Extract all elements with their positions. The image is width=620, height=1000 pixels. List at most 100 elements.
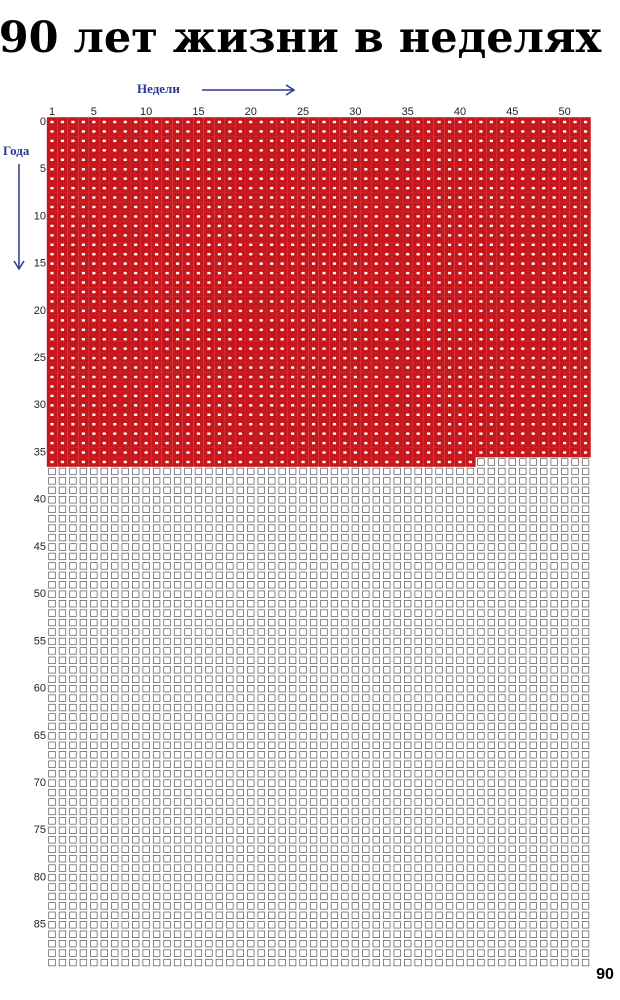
week-cell-lived	[57, 419, 68, 430]
week-cell	[414, 543, 422, 551]
week-cell-lived	[67, 117, 79, 127]
week-cell	[257, 552, 265, 561]
week-cell-lived	[339, 296, 351, 307]
week-cell	[529, 505, 537, 513]
week-cell	[571, 722, 579, 731]
week-cell-lived	[287, 372, 298, 382]
week-cell	[278, 751, 286, 759]
week-cell-lived	[172, 239, 183, 250]
week-cell-lived	[318, 438, 330, 448]
week-cell-lived	[224, 343, 236, 354]
week-cell-lived	[444, 447, 455, 458]
week-cell-lived	[350, 353, 361, 363]
week-cell	[414, 637, 422, 646]
week-cell	[351, 855, 360, 863]
week-cell	[550, 571, 558, 579]
week-cell	[351, 864, 360, 872]
week-cell-lived	[538, 239, 549, 250]
week-cell-lived	[140, 249, 152, 260]
week-cell-lived	[423, 391, 434, 401]
week-cell-lived	[308, 211, 319, 222]
week-cell-lived	[214, 287, 225, 297]
week-cell-lived	[350, 296, 361, 307]
week-cell-lived	[67, 211, 79, 222]
week-cell	[236, 590, 244, 598]
week-cell	[173, 618, 182, 627]
week-cell	[351, 505, 360, 513]
week-cell	[48, 600, 56, 608]
week-cell	[132, 533, 140, 542]
week-cell	[320, 562, 328, 570]
week-cell	[445, 581, 454, 589]
week-cell-lived	[528, 428, 539, 439]
week-cell-lived	[57, 211, 68, 222]
week-cell-lived	[381, 202, 392, 212]
week-cell	[404, 703, 412, 712]
week-cell-lived	[308, 126, 319, 137]
week-cell	[288, 496, 297, 504]
week-cell	[487, 618, 496, 627]
week-cell-lived	[318, 126, 330, 137]
week-cell-lived	[99, 164, 110, 175]
week-cell-lived	[308, 447, 319, 458]
week-cell	[309, 666, 318, 674]
week-cell-lived	[486, 334, 497, 345]
week-cell	[132, 505, 140, 513]
week-cell	[341, 581, 349, 589]
week-cell-lived	[381, 315, 392, 326]
week-cell	[121, 741, 129, 749]
week-cell-lived	[402, 192, 413, 203]
week-cell-lived	[433, 117, 445, 127]
week-cell	[163, 496, 171, 504]
week-cell-lived	[308, 145, 319, 156]
week-cell	[79, 543, 88, 551]
week-cell-lived	[580, 447, 591, 458]
week-cell-lived	[203, 126, 215, 137]
week-cell	[351, 562, 360, 570]
week-cell	[477, 458, 485, 466]
week-cell	[414, 921, 422, 929]
week-cell-lived	[46, 287, 58, 297]
week-cell	[173, 486, 182, 494]
week-cell-lived	[465, 287, 476, 297]
week-tick-label: 1	[49, 106, 55, 118]
week-cell-lived	[214, 192, 225, 203]
week-cell-lived	[371, 372, 382, 382]
week-cell	[111, 486, 119, 494]
week-cell-lived	[339, 145, 351, 156]
week-cell	[79, 703, 88, 712]
week-cell-lived	[193, 315, 204, 326]
week-cell-lived	[444, 287, 455, 297]
week-cell	[404, 817, 412, 825]
week-cell-lived	[46, 249, 58, 260]
week-cell	[163, 618, 171, 627]
week-cell-lived	[256, 315, 267, 326]
week-cell-lived	[371, 428, 382, 439]
week-cell-lived	[182, 381, 194, 392]
week-cell-lived	[235, 447, 246, 458]
week-cell-lived	[496, 173, 508, 184]
week-cell-lived	[224, 202, 236, 212]
week-cell-lived	[496, 164, 508, 175]
week-cell-lived	[507, 391, 518, 401]
week-cell	[540, 618, 548, 627]
week-cell	[90, 571, 98, 579]
week-cell-lived	[57, 239, 68, 250]
week-cell	[132, 637, 140, 646]
week-cell-lived	[78, 353, 89, 363]
week-cell-lived	[371, 400, 382, 411]
week-cell	[173, 609, 182, 617]
week-cell	[79, 552, 88, 561]
week-cell-lived	[224, 409, 236, 420]
week-cell-lived	[46, 136, 58, 146]
week-cell	[487, 902, 496, 910]
week-cell	[69, 590, 77, 598]
week-cell-lived	[496, 296, 508, 307]
week-cell	[90, 628, 98, 636]
week-cell	[278, 930, 286, 938]
week-cell	[351, 732, 360, 740]
week-cell	[351, 930, 360, 938]
week-cell-lived	[78, 145, 89, 156]
week-cell	[466, 477, 475, 485]
week-cell-lived	[444, 126, 455, 137]
